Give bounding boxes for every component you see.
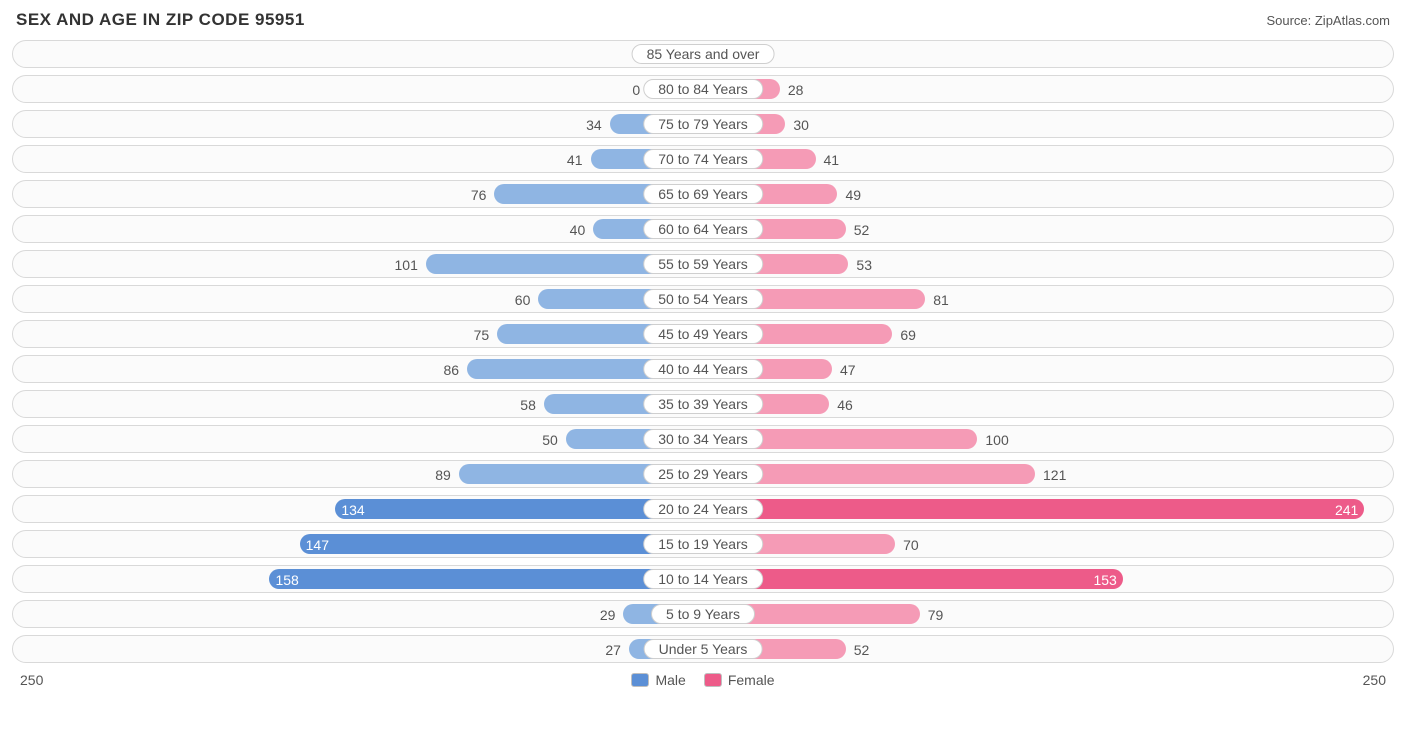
female-value: 70 [895,534,919,556]
female-value: 100 [977,429,1008,451]
male-value: 27 [605,639,629,661]
male-swatch-icon [631,673,649,687]
male-value: 76 [471,184,495,206]
chart-title: SEX AND AGE IN ZIP CODE 95951 [16,10,305,30]
legend-male-label: Male [655,672,685,688]
male-value: 86 [443,359,467,381]
age-category-label: Under 5 Years [644,639,763,659]
female-value: 49 [837,184,861,206]
age-category-label: 35 to 39 Years [643,394,763,414]
pyramid-row: 40 52 60 to 64 Years [12,215,1394,243]
age-category-label: 30 to 34 Years [643,429,763,449]
female-bar: 241 [703,499,1364,519]
pyramid-row: 41 41 70 to 74 Years [12,145,1394,173]
age-category-label: 25 to 29 Years [643,464,763,484]
female-value: 47 [832,359,856,381]
age-category-label: 15 to 19 Years [643,534,763,554]
female-swatch-icon [704,673,722,687]
male-value: 158 [275,569,298,591]
female-value: 53 [848,254,872,276]
female-value: 46 [829,394,853,416]
age-category-label: 55 to 59 Years [643,254,763,274]
legend-female: Female [704,672,775,688]
chart-footer: 250 Male Female 250 [12,670,1394,688]
female-value: 69 [892,324,916,346]
age-category-label: 45 to 49 Years [643,324,763,344]
female-value: 79 [920,604,944,626]
legend-male: Male [631,672,685,688]
female-value: 41 [816,149,840,171]
age-category-label: 20 to 24 Years [643,499,763,519]
axis-left-max: 250 [20,672,43,688]
pyramid-row: 34 30 75 to 79 Years [12,110,1394,138]
pyramid-row: 89 121 25 to 29 Years [12,460,1394,488]
female-value: 30 [785,114,809,136]
male-value: 89 [435,464,459,486]
male-value: 101 [395,254,426,276]
pyramid-row: 50 100 30 to 34 Years [12,425,1394,453]
pyramid-row: 134 241 20 to 24 Years [12,495,1394,523]
female-value: 52 [846,219,870,241]
female-value: 52 [846,639,870,661]
pyramid-row: 29 79 5 to 9 Years [12,600,1394,628]
female-value: 241 [1335,499,1358,521]
female-bar: 153 [703,569,1123,589]
female-value: 28 [780,79,804,101]
age-category-label: 60 to 64 Years [643,219,763,239]
age-category-label: 50 to 54 Years [643,289,763,309]
male-value: 41 [567,149,591,171]
axis-right-max: 250 [1363,672,1386,688]
male-value: 29 [600,604,624,626]
pyramid-row: 58 46 35 to 39 Years [12,390,1394,418]
legend: Male Female [631,672,774,688]
male-value: 58 [520,394,544,416]
age-category-label: 75 to 79 Years [643,114,763,134]
pyramid-row: 158 153 10 to 14 Years [12,565,1394,593]
pyramid-row: 60 81 50 to 54 Years [12,285,1394,313]
pyramid-row: 75 69 45 to 49 Years [12,320,1394,348]
male-value: 50 [542,429,566,451]
male-value: 60 [515,289,539,311]
female-value: 121 [1035,464,1066,486]
pyramid-row: 147 70 15 to 19 Years [12,530,1394,558]
age-category-label: 80 to 84 Years [643,79,763,99]
pyramid-row: 02880 to 84 Years [12,75,1394,103]
chart-source: Source: ZipAtlas.com [1266,13,1390,28]
population-pyramid-chart: 0585 Years and over02880 to 84 Years3430… [12,40,1394,663]
chart-header: SEX AND AGE IN ZIP CODE 95951 Source: Zi… [12,10,1394,30]
age-category-label: 65 to 69 Years [643,184,763,204]
pyramid-row: 86 47 40 to 44 Years [12,355,1394,383]
male-value: 75 [474,324,498,346]
age-category-label: 40 to 44 Years [643,359,763,379]
pyramid-row: 0585 Years and over [12,40,1394,68]
pyramid-row: 76 49 65 to 69 Years [12,180,1394,208]
female-value: 81 [925,289,949,311]
age-category-label: 70 to 74 Years [643,149,763,169]
female-value: 153 [1093,569,1116,591]
male-value: 147 [306,534,329,556]
pyramid-row: 101 53 55 to 59 Years [12,250,1394,278]
age-category-label: 85 Years and over [632,44,775,64]
pyramid-row: 27 52 Under 5 Years [12,635,1394,663]
male-bar: 158 [269,569,703,589]
male-value: 40 [570,219,594,241]
age-category-label: 5 to 9 Years [651,604,755,624]
age-category-label: 10 to 14 Years [643,569,763,589]
legend-female-label: Female [728,672,775,688]
male-value: 34 [586,114,610,136]
male-value: 134 [341,499,364,521]
